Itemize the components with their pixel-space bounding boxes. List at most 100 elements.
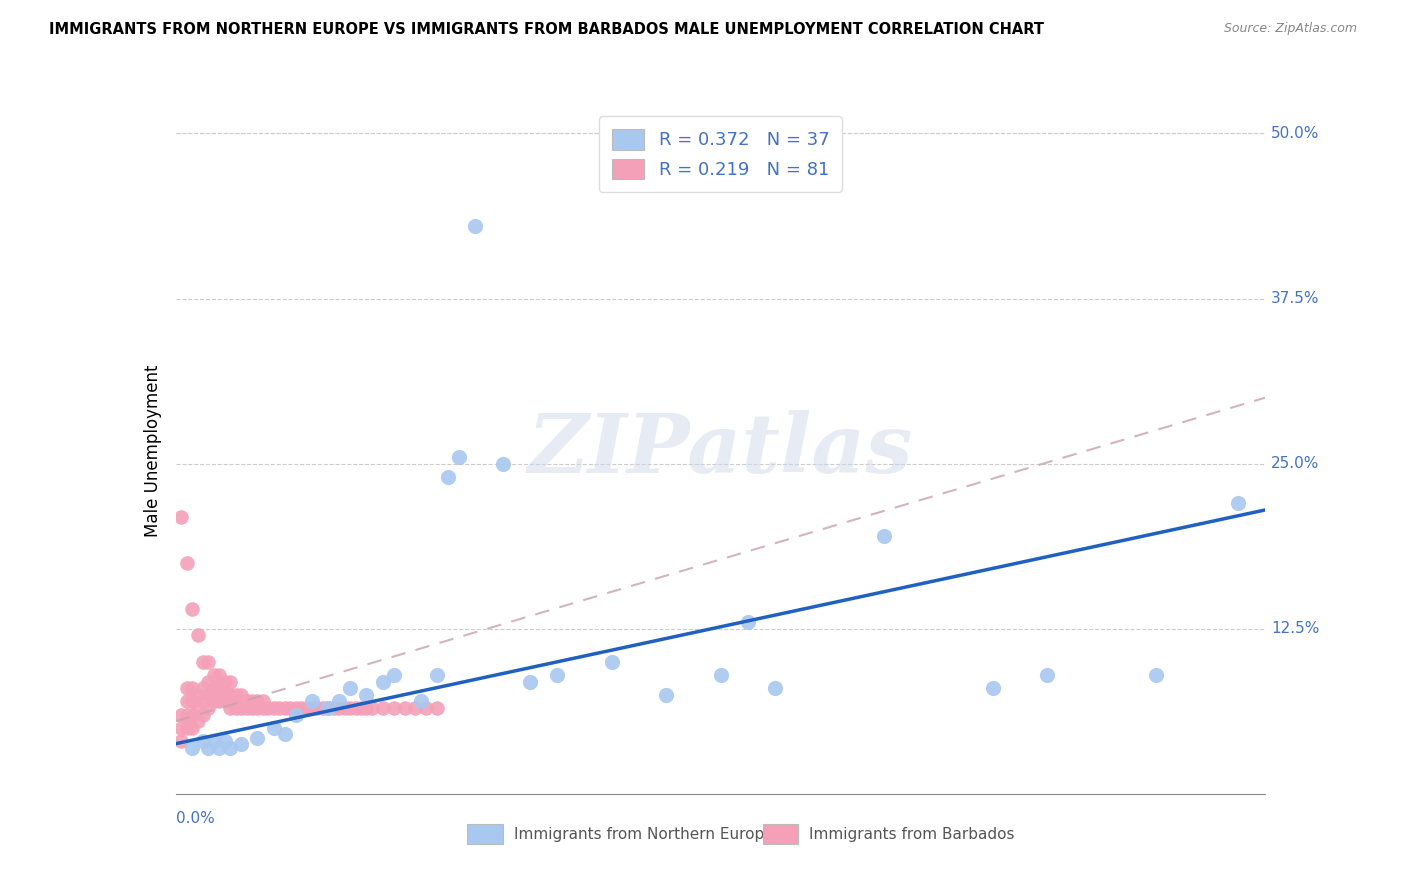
Point — [186, 628, 209, 642]
Point — [371, 701, 394, 715]
Point — [208, 668, 231, 682]
Point — [170, 734, 193, 748]
Legend: R = 0.372   N = 37, R = 0.219   N = 81: R = 0.372 N = 37, R = 0.219 N = 81 — [599, 116, 842, 192]
Point — [269, 701, 291, 715]
Point — [208, 681, 231, 696]
Point — [214, 694, 236, 708]
Point — [197, 655, 219, 669]
Point — [492, 457, 515, 471]
Point — [186, 714, 209, 729]
Point — [274, 701, 297, 715]
Point — [873, 529, 896, 543]
Point — [202, 668, 225, 682]
Point — [191, 681, 214, 696]
Point — [307, 701, 329, 715]
Point — [763, 681, 786, 696]
Point — [240, 694, 263, 708]
Point — [295, 701, 318, 715]
Point — [655, 688, 678, 702]
Point — [186, 701, 209, 715]
Point — [176, 721, 198, 735]
Point — [328, 701, 350, 715]
Point — [240, 701, 263, 715]
Point — [356, 701, 378, 715]
Point — [333, 701, 356, 715]
Point — [197, 740, 219, 755]
Point — [371, 674, 394, 689]
Point — [225, 701, 247, 715]
Point — [191, 655, 214, 669]
Point — [284, 707, 307, 722]
Point — [181, 694, 204, 708]
Point — [737, 615, 759, 630]
Point — [301, 701, 323, 715]
Point — [208, 740, 231, 755]
Point — [274, 727, 297, 741]
Point — [181, 721, 204, 735]
Point — [339, 681, 361, 696]
Point — [219, 674, 242, 689]
Point — [181, 681, 204, 696]
Point — [170, 721, 193, 735]
Point — [170, 707, 193, 722]
Point — [322, 701, 344, 715]
Point — [426, 701, 449, 715]
Point — [519, 674, 541, 689]
Point — [246, 694, 269, 708]
Point — [339, 701, 361, 715]
Y-axis label: Male Unemployment: Male Unemployment — [143, 364, 162, 537]
Point — [225, 688, 247, 702]
Point — [382, 701, 405, 715]
Point — [219, 701, 242, 715]
Point — [208, 694, 231, 708]
Point — [278, 701, 301, 715]
Point — [214, 734, 236, 748]
Point — [360, 701, 382, 715]
Point — [176, 556, 198, 570]
Point — [181, 740, 204, 755]
Point — [405, 701, 427, 715]
Text: Immigrants from Northern Europe: Immigrants from Northern Europe — [515, 827, 773, 841]
Point — [1036, 668, 1059, 682]
Point — [415, 701, 437, 715]
Point — [409, 694, 432, 708]
Point — [170, 509, 193, 524]
Point — [1227, 496, 1250, 510]
Point — [252, 701, 274, 715]
Point — [447, 450, 470, 464]
Point — [350, 701, 373, 715]
Point — [301, 694, 323, 708]
Text: ZIPatlas: ZIPatlas — [527, 410, 914, 491]
Point — [231, 694, 253, 708]
Point — [710, 668, 733, 682]
Point — [202, 688, 225, 702]
Point — [257, 701, 280, 715]
Point — [231, 688, 253, 702]
Point — [191, 694, 214, 708]
Point — [219, 688, 242, 702]
Point — [263, 701, 285, 715]
Point — [231, 701, 253, 715]
Text: 25.0%: 25.0% — [1271, 456, 1319, 471]
Point — [437, 470, 460, 484]
Point — [382, 668, 405, 682]
Point — [356, 688, 378, 702]
Text: IMMIGRANTS FROM NORTHERN EUROPE VS IMMIGRANTS FROM BARBADOS MALE UNEMPLOYMENT CO: IMMIGRANTS FROM NORTHERN EUROPE VS IMMIG… — [49, 22, 1045, 37]
Point — [191, 707, 214, 722]
Point — [202, 734, 225, 748]
Point — [981, 681, 1004, 696]
Point — [318, 701, 340, 715]
Point — [202, 694, 225, 708]
Point — [214, 674, 236, 689]
Point — [197, 701, 219, 715]
Point — [176, 707, 198, 722]
Point — [225, 694, 247, 708]
Point — [214, 688, 236, 702]
Point — [252, 694, 274, 708]
Point — [235, 701, 257, 715]
Point — [600, 655, 623, 669]
Text: 12.5%: 12.5% — [1271, 621, 1319, 636]
Point — [312, 701, 335, 715]
Point — [186, 688, 209, 702]
Point — [181, 707, 204, 722]
